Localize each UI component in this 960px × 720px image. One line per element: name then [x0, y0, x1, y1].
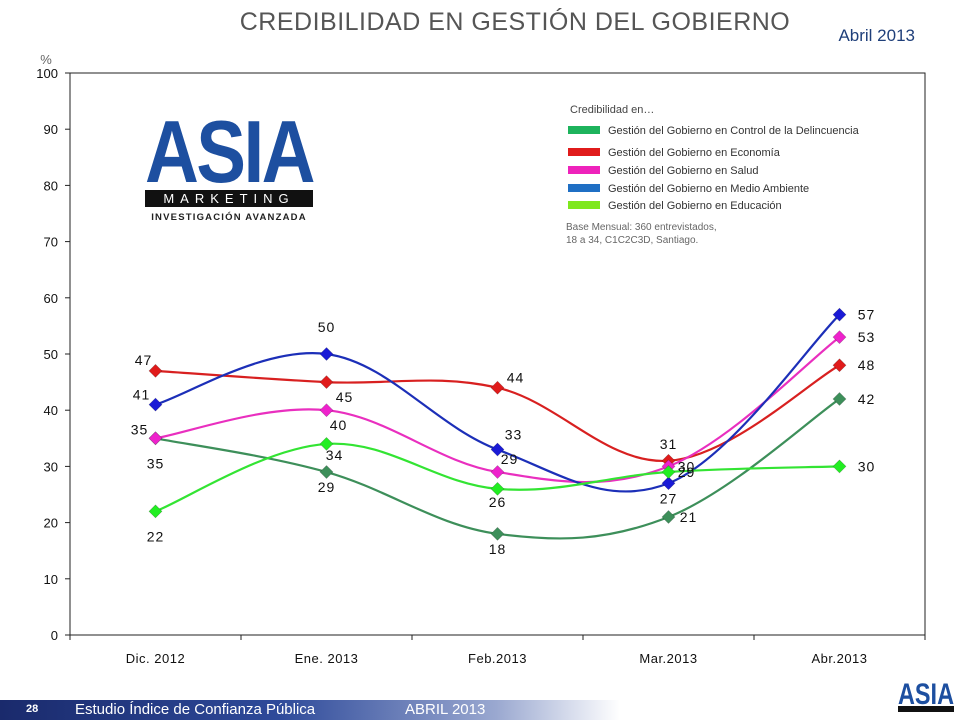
legend-swatch: [568, 148, 600, 156]
data-label: 45: [336, 389, 354, 405]
data-point: [490, 465, 505, 479]
legend-swatch: [568, 184, 600, 192]
legend-label: Gestión del Gobierno en Salud: [608, 165, 758, 177]
logo-word: MARKETING: [163, 191, 294, 206]
data-point: [832, 358, 847, 373]
data-label: 47: [135, 352, 153, 368]
y-axis-label: %: [40, 52, 52, 67]
report-date: Abril 2013: [838, 26, 915, 45]
legend-label: Gestión del Gobierno en Medio Ambiente: [608, 183, 809, 195]
data-point: [490, 442, 505, 457]
data-point: [319, 347, 334, 361]
data-label: 26: [489, 494, 507, 510]
data-label: 40: [330, 417, 348, 433]
data-label: 53: [858, 329, 876, 345]
data-label: 41: [133, 387, 151, 403]
data-label: 50: [318, 319, 336, 335]
data-label: 48: [858, 357, 876, 373]
data-point: [319, 465, 334, 479]
x-tick-label: Mar.2013: [639, 651, 697, 666]
data-point: [832, 330, 847, 345]
data-label: 35: [147, 455, 165, 471]
data-point: [661, 465, 676, 479]
legend-swatch: [568, 126, 600, 134]
data-point: [319, 403, 334, 418]
data-point: [490, 481, 505, 496]
legend-label: Gestión del Gobierno en Economía: [608, 147, 781, 159]
data-label: 35: [131, 421, 149, 437]
data-label: 29: [678, 464, 696, 480]
data-point: [148, 504, 163, 519]
data-label: 42: [858, 391, 876, 407]
y-tick-label: 70: [44, 235, 58, 250]
x-tick-label: Abr.2013: [811, 651, 867, 666]
data-point: [832, 392, 847, 406]
logo-tagline: INVESTIGACIÓN AVANZADA: [151, 211, 307, 223]
legend: Credibilidad en… Gestión del Gobierno en…: [566, 104, 860, 246]
data-label: 57: [858, 307, 876, 323]
y-tick-label: 10: [44, 572, 58, 587]
y-tick-label: 0: [51, 628, 58, 643]
data-label: 30: [858, 458, 876, 474]
legend-title: Credibilidad en…: [570, 104, 654, 116]
series-line-4: [155, 313, 841, 493]
data-label: 30: [678, 458, 696, 474]
x-tick-label: Dic. 2012: [126, 651, 185, 666]
base-note: Base Mensual: 360 entrevistados,: [566, 222, 717, 233]
svg-text:ASIA: ASIA: [145, 102, 314, 201]
data-label: 31: [660, 436, 678, 452]
data-point: [661, 476, 676, 491]
y-tick-label: 80: [44, 178, 58, 193]
data-point: [832, 459, 847, 474]
page-title: CREDIBILIDAD EN GESTIÓN DEL GOBIERNO: [239, 8, 791, 36]
base-note: 18 a 34, C1C2C3D, Santiago.: [566, 235, 698, 246]
y-tick-label: 90: [44, 122, 58, 137]
data-point: [148, 397, 163, 412]
asia-marketing-logo: ASIA MARKETING INVESTIGACIÓN AVANZADA: [145, 102, 317, 223]
page-number: 28: [26, 703, 39, 715]
data-point: [148, 431, 163, 446]
data-point: [661, 510, 676, 524]
data-label: 34: [326, 447, 344, 463]
data-label: 29: [501, 451, 519, 467]
y-tick-label: 20: [44, 516, 58, 531]
data-label: 29: [318, 479, 336, 495]
data-label: 27: [660, 490, 678, 506]
y-tick-label: 100: [36, 66, 58, 81]
svg-text:ASIA: ASIA: [898, 678, 954, 711]
data-point: [490, 526, 505, 541]
data-point: [832, 307, 847, 322]
footer-logo: ASIA: [896, 676, 956, 720]
x-tick-label: Feb.2013: [468, 651, 527, 666]
y-tick-label: 30: [44, 459, 58, 474]
footer-bar: [0, 700, 620, 720]
legend-swatch: [568, 166, 600, 174]
footer: 28 Estudio Índice de Confianza Pública A…: [0, 676, 960, 720]
x-tick-label: Ene. 2013: [295, 651, 359, 666]
legend-label: Gestión del Gobierno en Control de la De…: [608, 125, 860, 137]
data-point: [319, 375, 334, 390]
line-chart: 0 10 20 30 40 50 60 70 80 90 100% Dic. 2012 Ene. 201…: [36, 52, 926, 666]
y-tick-label: 60: [44, 291, 58, 306]
data-label: 44: [507, 370, 525, 386]
data-label: 18: [489, 541, 507, 557]
data-point: [490, 380, 505, 395]
data-point: [319, 436, 334, 451]
data-point: [148, 363, 163, 378]
series-line-3: [155, 336, 841, 484]
data-label: 22: [147, 528, 165, 544]
footer-month: ABRIL 2013: [405, 701, 486, 718]
y-tick-label: 50: [44, 347, 58, 362]
study-name: Estudio Índice de Confianza Pública: [75, 701, 316, 718]
legend-swatch: [568, 201, 600, 209]
data-label: 21: [680, 509, 698, 525]
legend-label: Gestión del Gobierno en Educación: [608, 200, 782, 212]
y-tick-label: 40: [44, 403, 58, 418]
data-label: 33: [505, 427, 523, 443]
